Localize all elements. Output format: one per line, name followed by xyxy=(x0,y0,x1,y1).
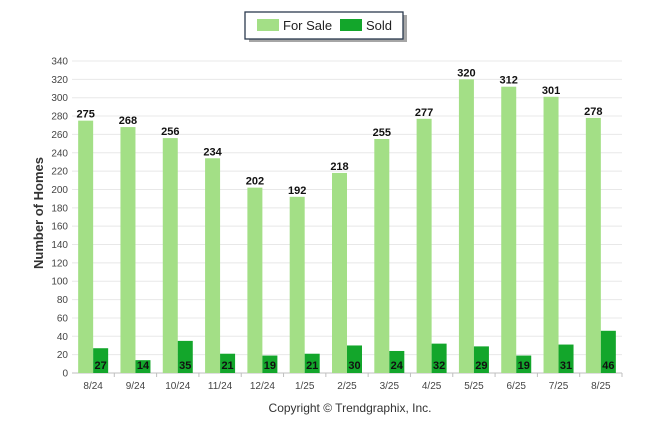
data-label-for-sale: 301 xyxy=(542,85,560,97)
legend-label-sold: Sold xyxy=(366,18,392,33)
data-label-sold: 14 xyxy=(137,360,150,372)
data-label-for-sale: 255 xyxy=(373,127,391,139)
data-label-for-sale: 192 xyxy=(288,185,306,197)
bar-sold xyxy=(304,353,320,373)
data-label-sold: 19 xyxy=(264,360,276,372)
bar-for-sale xyxy=(543,96,559,373)
bar-for-sale xyxy=(78,120,94,373)
x-tick-label: 12/24 xyxy=(250,381,275,392)
data-label-sold: 24 xyxy=(391,360,404,372)
data-label-sold: 27 xyxy=(95,360,107,372)
data-label-sold: 46 xyxy=(602,360,614,372)
y-tick-label: 100 xyxy=(51,277,68,288)
bar-sold xyxy=(516,355,532,373)
data-label-for-sale: 278 xyxy=(584,106,602,118)
data-label-sold: 30 xyxy=(348,360,360,372)
data-label-for-sale: 218 xyxy=(330,161,348,173)
x-tick-label: 5/25 xyxy=(464,381,484,392)
bar-for-sale xyxy=(374,139,390,373)
y-tick-label: 220 xyxy=(51,167,68,178)
data-label-sold: 35 xyxy=(179,360,191,372)
y-tick-label: 340 xyxy=(51,57,68,68)
bar-for-sale xyxy=(501,86,517,373)
y-tick-label: 160 xyxy=(51,222,68,233)
y-tick-label: 140 xyxy=(51,240,68,251)
bar-sold xyxy=(177,340,193,373)
data-label-for-sale: 256 xyxy=(161,126,179,138)
bar-for-sale xyxy=(162,138,178,373)
x-axis-ticks: 8/24 9/24 10/24 11/24 12/24 1/25 2/25 3/25 4/25 5… xyxy=(83,373,623,392)
y-tick-label: 180 xyxy=(51,203,68,214)
legend-swatch-for-sale xyxy=(257,19,279,31)
y-tick-label: 80 xyxy=(57,295,69,306)
x-tick-label: 7/25 xyxy=(549,381,569,392)
data-label-sold: 21 xyxy=(306,360,318,372)
data-label-for-sale: 234 xyxy=(203,146,222,158)
y-tick-label: 0 xyxy=(62,369,68,380)
bar-sold xyxy=(389,350,405,373)
bar-for-sale xyxy=(120,127,136,373)
x-tick-label: 1/25 xyxy=(295,381,315,392)
y-tick-label: 240 xyxy=(51,148,68,159)
data-label-for-sale: 202 xyxy=(246,176,264,188)
data-label-for-sale: 277 xyxy=(415,107,433,119)
x-tick-label: 8/24 xyxy=(83,381,103,392)
data-label-for-sale: 320 xyxy=(457,67,475,79)
y-axis-title: Number of Homes xyxy=(31,157,46,269)
bar-sold xyxy=(262,355,278,373)
bar-for-sale xyxy=(332,172,347,373)
data-label-for-sale: 268 xyxy=(119,115,137,127)
bar-for-sale xyxy=(205,158,221,373)
data-labels: 275 27 268 14 256 35 234 21 202 19 192 21 218 30 255 24… xyxy=(76,67,614,372)
y-tick-label: 300 xyxy=(51,93,68,104)
y-tick-label: 280 xyxy=(51,112,68,123)
y-tick-label: 60 xyxy=(57,313,69,324)
y-tick-label: 320 xyxy=(51,75,68,86)
y-tick-label: 200 xyxy=(51,185,68,196)
x-tick-label: 9/24 xyxy=(126,381,146,392)
x-tick-label: 8/25 xyxy=(591,381,611,392)
x-tick-label: 11/24 xyxy=(208,381,233,392)
data-label-sold: 29 xyxy=(475,360,487,372)
data-label-sold: 31 xyxy=(560,360,572,372)
bar-sold xyxy=(220,353,236,373)
legend: For Sale Sold xyxy=(244,11,407,42)
bar-for-sale xyxy=(585,117,601,373)
data-label-for-sale: 312 xyxy=(500,75,518,87)
x-tick-label: 6/25 xyxy=(506,381,526,392)
bars xyxy=(78,79,616,374)
bar-for-sale xyxy=(458,79,474,374)
y-axis-ticks: 0 20 40 60 80 100 120 140 160 180 200 220 240 260 280 3… xyxy=(51,57,68,380)
bar-sold xyxy=(473,346,489,373)
y-tick-label: 120 xyxy=(51,258,68,269)
x-tick-label: 2/25 xyxy=(337,381,357,392)
bar-sold xyxy=(135,360,151,373)
copyright-text: Copyright © Trendgraphix, Inc. xyxy=(269,401,432,415)
data-label-sold: 21 xyxy=(221,360,233,372)
bar-sold xyxy=(347,345,362,373)
bar-for-sale xyxy=(416,118,432,373)
bar-for-sale xyxy=(247,187,263,373)
x-tick-label: 10/24 xyxy=(165,381,190,392)
data-label-for-sale: 275 xyxy=(76,109,94,121)
y-tick-label: 260 xyxy=(51,130,68,141)
y-tick-label: 20 xyxy=(57,350,69,361)
bar-sold xyxy=(93,348,109,373)
bar-sold xyxy=(600,330,616,373)
x-tick-label: 3/25 xyxy=(380,381,400,392)
bar-sold xyxy=(431,343,447,373)
x-tick-label: 4/25 xyxy=(422,381,442,392)
data-label-sold: 19 xyxy=(518,360,530,372)
data-label-sold: 32 xyxy=(433,360,445,372)
bar-sold xyxy=(558,344,574,373)
legend-swatch-sold xyxy=(340,19,362,31)
legend-label-for-sale: For Sale xyxy=(283,18,332,33)
bar-for-sale xyxy=(289,196,305,373)
y-tick-label: 40 xyxy=(57,332,69,343)
